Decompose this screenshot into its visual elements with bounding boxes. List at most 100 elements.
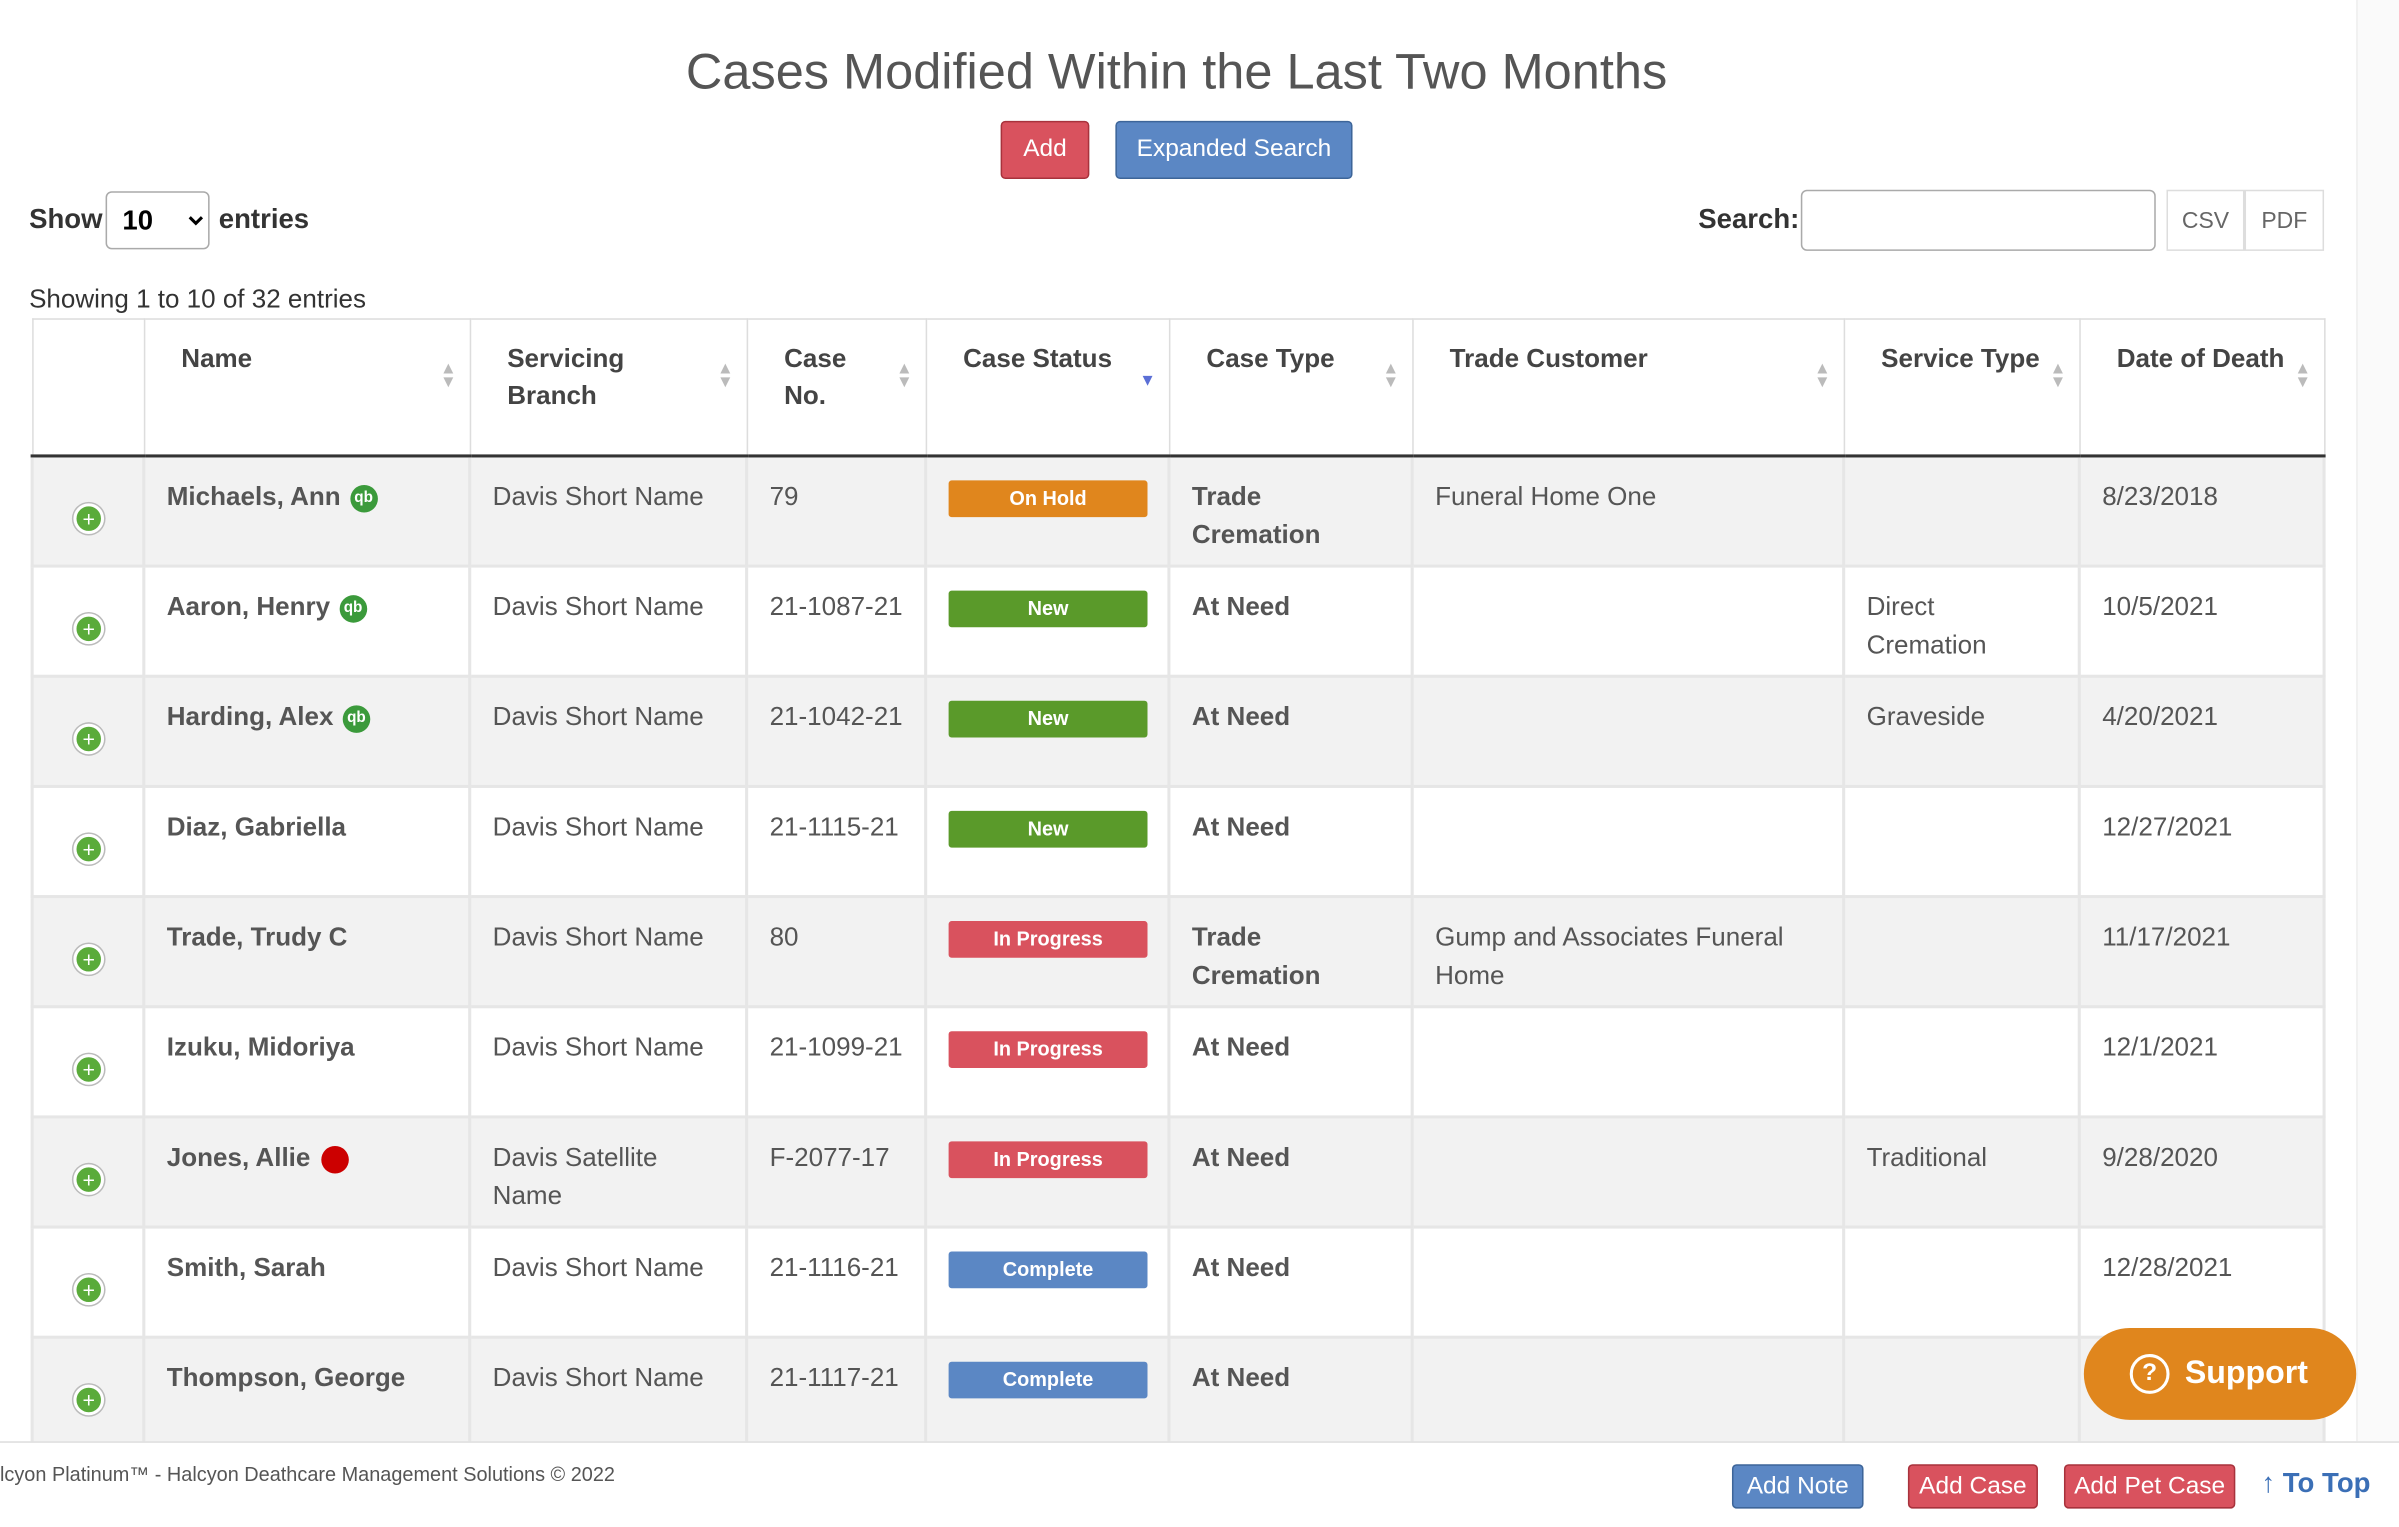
status-badge: In Progress bbox=[949, 1031, 1148, 1068]
case-no-text: F-2077-17 bbox=[770, 1143, 890, 1172]
case-row[interactable]: +Thompson, GeorgeDavis Short Name21-1117… bbox=[32, 1337, 2324, 1447]
page-size-select[interactable]: 10 bbox=[106, 191, 210, 249]
column-header[interactable]: Case Status▼ bbox=[926, 319, 1169, 456]
date-of-death-text: 9/28/2020 bbox=[2102, 1143, 2218, 1172]
case-row[interactable]: +Diaz, GabriellaDavis Short Name21-1115-… bbox=[32, 786, 2324, 896]
name-cell: Aaron, Henry qb bbox=[144, 566, 470, 676]
add-case-button[interactable]: Add Case bbox=[1908, 1464, 2038, 1508]
quickbooks-icon: qb bbox=[339, 594, 367, 622]
sort-icon: ▲▼ bbox=[1383, 363, 1400, 391]
expand-button[interactable]: + bbox=[73, 614, 104, 645]
expand-button[interactable]: + bbox=[73, 503, 104, 534]
case-row[interactable]: + Jones, Allie Davis Satellite Name F-2077-… bbox=[32, 1117, 2324, 1227]
service-type-cell bbox=[1844, 897, 2080, 1007]
search-input[interactable] bbox=[1801, 190, 2156, 251]
column-header[interactable]: Trade Customer▲▼ bbox=[1412, 319, 1843, 456]
case-type-cell: At Need bbox=[1169, 566, 1412, 676]
expand-button[interactable]: + bbox=[73, 944, 104, 975]
expanded-search-button[interactable]: Expanded Search bbox=[1115, 121, 1352, 179]
column-header[interactable]: Date of Death▲▼ bbox=[2079, 319, 2324, 456]
sort-icon: ▲▼ bbox=[440, 363, 457, 391]
branch-text: Davis Short Name bbox=[493, 482, 704, 511]
expand-button[interactable]: + bbox=[73, 1054, 104, 1085]
trade-customer-text: Funeral Home One bbox=[1435, 482, 1656, 511]
service-type-text: Traditional bbox=[1867, 1143, 1987, 1172]
case-status-cell: Complete bbox=[926, 1337, 1169, 1447]
csv-button[interactable]: CSV bbox=[2166, 190, 2244, 251]
case-no-text: 21-1116-21 bbox=[770, 1253, 899, 1282]
to-top-link[interactable]: ↑ To Top bbox=[2261, 1467, 2370, 1499]
case-status-cell: New bbox=[926, 786, 1169, 896]
date-of-death-text: 11/17/2021 bbox=[2102, 923, 2230, 952]
add-pet-case-button[interactable]: Add Pet Case bbox=[2064, 1464, 2235, 1508]
case-row[interactable]: + Aaron, Henry qb Davis Short Name 21-1087-2… bbox=[32, 566, 2324, 676]
date-of-death-text: 10/5/2021 bbox=[2102, 592, 2218, 621]
case-status-cell: On Hold bbox=[926, 456, 1169, 566]
case-status-cell: In Progress bbox=[926, 1007, 1169, 1117]
case-no-text: 21-1099-21 bbox=[770, 1033, 903, 1062]
date-of-death-text: 12/27/2021 bbox=[2102, 812, 2232, 841]
add-note-button[interactable]: Add Note bbox=[1732, 1464, 1864, 1508]
name-text: Aaron, Henry bbox=[167, 592, 330, 621]
sort-icon: ▲▼ bbox=[896, 363, 913, 391]
name-cell: Diaz, Gabriella bbox=[144, 786, 470, 896]
column-header[interactable]: Name▲▼ bbox=[144, 319, 470, 456]
column-header[interactable]: Case No.▲▼ bbox=[747, 319, 926, 456]
case-status-cell: New bbox=[926, 566, 1169, 676]
column-header[interactable]: Servicing Branch▲▼ bbox=[470, 319, 747, 456]
case-no-cell: F-2077-17 bbox=[747, 1117, 926, 1227]
case-row[interactable]: +Harding, AlexqbDavis Short Name21-1042-… bbox=[32, 676, 2324, 786]
case-row[interactable]: +Smith, SarahDavis Short Name21-1116-21C… bbox=[32, 1227, 2324, 1337]
name-text: Jones, Allie bbox=[167, 1143, 311, 1172]
add-button[interactable]: Add bbox=[1001, 121, 1090, 179]
expand-header bbox=[32, 319, 144, 456]
case-row[interactable]: +Trade, Trudy CDavis Short Name80In Prog… bbox=[32, 897, 2324, 1007]
copyright: lcyon Platinum™ - Halcyon Deathcare Mana… bbox=[0, 1463, 615, 1486]
support-text[interactable]: Support bbox=[2185, 1356, 2308, 1391]
expand-cell: + bbox=[32, 1227, 144, 1337]
support-button[interactable]: ? Support bbox=[2084, 1328, 2356, 1420]
pdf-button[interactable]: PDF bbox=[2245, 190, 2325, 251]
quickbooks-icon: qb bbox=[350, 484, 378, 512]
trade-customer-cell: Funeral Home One bbox=[1412, 456, 1843, 566]
case-type-text: At Need bbox=[1192, 1253, 1290, 1282]
case-row[interactable]: +Izuku, MidoriyaDavis Short Name21-1099-… bbox=[32, 1007, 2324, 1117]
case-no-cell: 21-1116-21 bbox=[747, 1227, 926, 1337]
trade-customer-cell: Gump and Associates Funeral Home bbox=[1412, 897, 1843, 1007]
expand-button[interactable]: + bbox=[73, 1385, 104, 1416]
case-row[interactable]: +Michaels, AnnqbDavis Short Name79On Hol… bbox=[32, 456, 2324, 566]
case-status-header: Case Status bbox=[963, 344, 1112, 373]
service-type-cell: Direct Cremation bbox=[1844, 566, 2080, 676]
case-no-text: 21-1087-21 bbox=[770, 592, 903, 621]
case-no-text: 21-1117-21 bbox=[770, 1363, 899, 1392]
alert-dot bbox=[321, 1145, 349, 1173]
expand-button[interactable]: + bbox=[73, 1164, 104, 1195]
expand-button[interactable]: + bbox=[73, 1274, 104, 1305]
sort-icon: ▲▼ bbox=[1814, 363, 1831, 391]
support-icon: ? bbox=[2130, 1354, 2170, 1394]
column-header[interactable]: Service Type▲▼ bbox=[1844, 319, 2080, 456]
branch-cell: Davis Short Name bbox=[470, 676, 747, 786]
expand-cell: + bbox=[32, 1007, 144, 1117]
case-no-cell: 21-1087-21 bbox=[747, 566, 926, 676]
branch-cell: Davis Satellite Name bbox=[470, 1117, 747, 1227]
case-no-cell: 21-1117-21 bbox=[747, 1337, 926, 1447]
branch-cell: Davis Short Name bbox=[470, 566, 747, 676]
branch-cell: Davis Short Name bbox=[470, 1337, 747, 1447]
trade-customer-cell bbox=[1412, 786, 1843, 896]
expand-button[interactable]: + bbox=[73, 834, 104, 865]
status-badge: Complete bbox=[949, 1252, 1148, 1289]
service-type-cell bbox=[1844, 1337, 2080, 1447]
search-label: Search: bbox=[1698, 203, 1799, 235]
branch-cell: Davis Short Name bbox=[470, 456, 747, 566]
status-badge: Complete bbox=[949, 1362, 1148, 1399]
service-type-cell bbox=[1844, 1227, 2080, 1337]
status-badge: On Hold bbox=[949, 480, 1148, 517]
case-type-cell: At Need bbox=[1169, 1117, 1412, 1227]
to-top-text[interactable]: To Top bbox=[2283, 1467, 2371, 1498]
column-header[interactable]: Case Type▲▼ bbox=[1169, 319, 1412, 456]
expand-button[interactable]: + bbox=[73, 724, 104, 755]
case-no-text: 80 bbox=[770, 923, 799, 952]
